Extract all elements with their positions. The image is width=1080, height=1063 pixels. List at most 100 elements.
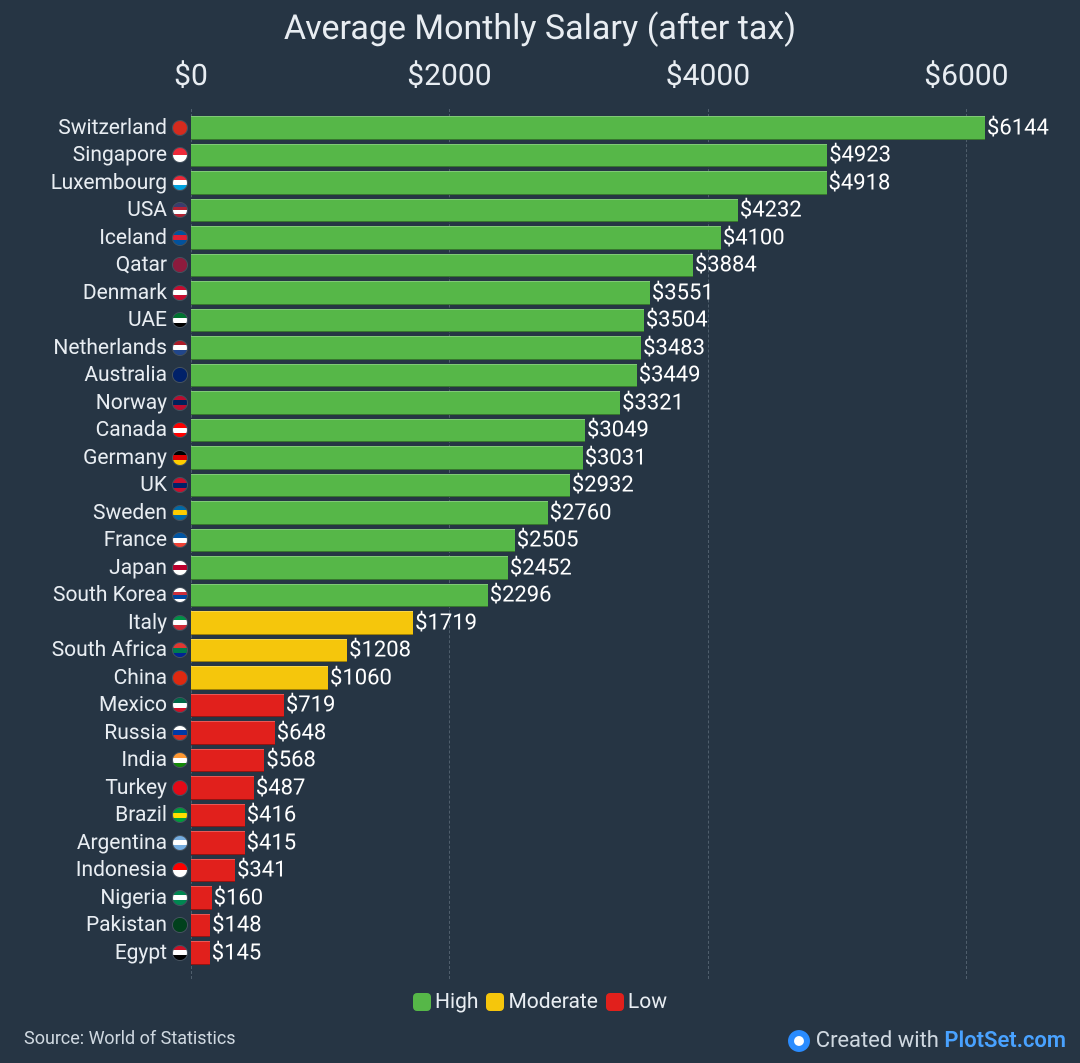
bar-row: Sweden$2760: [191, 499, 1051, 527]
legend-item: Low: [606, 990, 667, 1014]
bar: [191, 226, 721, 250]
legend-label: Low: [628, 990, 667, 1014]
bar-row: Japan$2452: [191, 554, 1051, 582]
bar-row: South Korea$2296: [191, 582, 1051, 610]
x-axis-tick-label: $0: [174, 58, 208, 93]
country-label: Japan: [109, 556, 167, 580]
bar-row: Iceland$4100: [191, 224, 1051, 252]
bar: [191, 144, 827, 168]
value-label: $4923: [829, 143, 891, 168]
legend-item: High: [413, 990, 478, 1014]
legend-swatch: [606, 993, 624, 1011]
flag-icon: [172, 642, 188, 658]
flag-icon: [172, 725, 188, 741]
country-label: USA: [127, 198, 167, 222]
bar: [191, 611, 413, 635]
country-label: Argentina: [77, 831, 167, 855]
value-label: $4918: [829, 170, 891, 195]
flag-icon: [172, 312, 188, 328]
bar: [191, 309, 644, 333]
bar-row: Pakistan$148: [191, 912, 1051, 940]
bar-row: Brazil$416: [191, 802, 1051, 830]
country-label: Mexico: [99, 693, 167, 717]
country-label: South Africa: [52, 638, 167, 662]
flag-icon: [172, 807, 188, 823]
bar-row: Nigeria$160: [191, 884, 1051, 912]
flag-icon: [172, 367, 188, 383]
bar-row: Germany$3031: [191, 444, 1051, 472]
value-label: $1208: [349, 638, 411, 663]
flag-icon: [172, 230, 188, 246]
bar-row: Egypt$145: [191, 939, 1051, 967]
x-axis-tick-label: $4000: [666, 58, 750, 93]
bar: [191, 914, 210, 938]
value-label: $3449: [639, 363, 701, 388]
value-label: $1719: [415, 610, 477, 635]
bar-row: UAE$3504: [191, 307, 1051, 335]
bar-row: Russia$648: [191, 719, 1051, 747]
value-label: $416: [247, 803, 296, 828]
flag-icon: [172, 340, 188, 356]
legend-label: High: [435, 990, 478, 1014]
flag-icon: [172, 945, 188, 961]
value-label: $6144: [987, 115, 1049, 140]
country-label: Iceland: [99, 226, 167, 250]
watermark-brand: PlotSet.com: [944, 1028, 1066, 1053]
bar-row: Australia$3449: [191, 362, 1051, 390]
country-label: Nigeria: [100, 886, 167, 910]
country-label: Luxembourg: [51, 171, 167, 195]
bar-row: Indonesia$341: [191, 857, 1051, 885]
bar-row: South Africa$1208: [191, 637, 1051, 665]
bar: [191, 474, 570, 498]
value-label: $648: [277, 720, 326, 745]
plotset-icon: [788, 1030, 810, 1052]
flag-icon: [172, 780, 188, 796]
bar: [191, 694, 284, 718]
bar: [191, 501, 548, 525]
bar: [191, 281, 650, 305]
flag-icon: [172, 752, 188, 768]
country-label: Russia: [104, 721, 167, 745]
country-label: Pakistan: [86, 913, 167, 937]
flag-icon: [172, 285, 188, 301]
flag-icon: [172, 890, 188, 906]
bar: [191, 199, 738, 223]
bar: [191, 859, 235, 883]
legend-label: Moderate: [508, 990, 597, 1014]
country-label: China: [114, 666, 167, 690]
country-label: Sweden: [93, 501, 167, 525]
source-text: Source: World of Statistics: [24, 1028, 236, 1049]
bar-row: Canada$3049: [191, 417, 1051, 445]
value-label: $2296: [490, 583, 552, 608]
flag-icon: [172, 862, 188, 878]
value-label: $3504: [646, 308, 708, 333]
bar-row: UK$2932: [191, 472, 1051, 500]
value-label: $2452: [510, 555, 572, 580]
bar-row: Luxembourg$4918: [191, 169, 1051, 197]
value-label: $4232: [740, 198, 802, 223]
bar-row: Norway$3321: [191, 389, 1051, 417]
flag-icon: [172, 257, 188, 273]
value-label: $3049: [587, 418, 649, 443]
chart-title: Average Monthly Salary (after tax): [0, 8, 1080, 48]
flag-icon: [172, 560, 188, 576]
watermark: Created with PlotSet.com: [788, 1028, 1066, 1053]
flag-icon: [172, 615, 188, 631]
country-label: Italy: [128, 611, 167, 635]
value-label: $160: [214, 885, 263, 910]
bar-row: Italy$1719: [191, 609, 1051, 637]
bar: [191, 419, 585, 443]
salary-bar-chart: Average Monthly Salary (after tax) $0$20…: [0, 0, 1080, 1063]
bar: [191, 116, 985, 140]
country-label: Singapore: [73, 143, 167, 167]
bar: [191, 831, 245, 855]
x-axis-tick-label: $6000: [924, 58, 1008, 93]
value-label: $2505: [517, 528, 579, 553]
value-label: $341: [237, 858, 286, 883]
flag-icon: [172, 697, 188, 713]
flag-icon: [172, 120, 188, 136]
bar: [191, 776, 254, 800]
bar: [191, 886, 212, 910]
bar: [191, 804, 245, 828]
country-label: Brazil: [115, 803, 167, 827]
